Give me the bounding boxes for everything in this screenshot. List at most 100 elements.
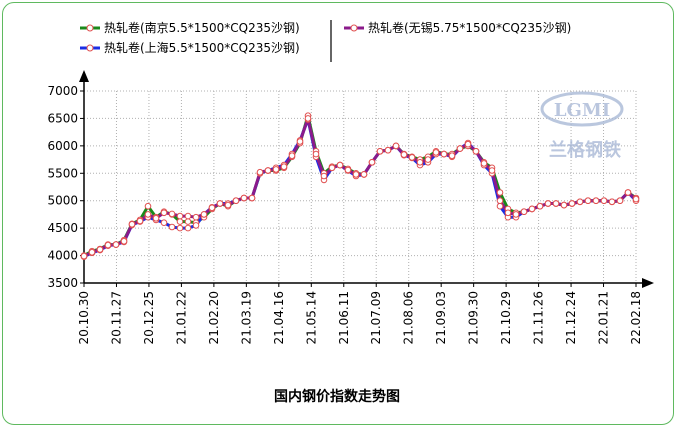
legend-marker-wuxi [350, 24, 358, 32]
data-point [584, 197, 592, 204]
data-point [464, 140, 472, 148]
data-point [568, 200, 576, 207]
x-tick-label: 21.09.03 [434, 291, 448, 344]
x-tick-label: 21.02.20 [207, 291, 221, 344]
data-point [352, 171, 360, 178]
data-point [88, 249, 96, 256]
data-point [392, 142, 400, 150]
legend-marker-nanjing [86, 24, 94, 32]
data-point [560, 201, 568, 209]
legend-label-shanghai: 热轧卷(上海5.5*1500*CQ235沙钢) [104, 40, 300, 55]
legend-item-nanjing: 热轧卷(南京5.5*1500*CQ235沙钢) [80, 20, 300, 35]
x-tick-label: 20.11.27 [109, 291, 123, 344]
data-point [440, 150, 448, 158]
data-point [360, 171, 368, 178]
data-point [200, 211, 208, 218]
y-tick-label: 7000 [47, 84, 78, 98]
data-point [272, 166, 280, 173]
x-tick-label: 21.12.24 [564, 291, 578, 344]
data-point [456, 145, 464, 152]
data-point [112, 241, 120, 248]
series-points-0 [80, 112, 640, 259]
data-point [296, 138, 304, 145]
data-point [448, 152, 456, 159]
data-point [504, 209, 512, 217]
data-point [576, 198, 584, 206]
data-point [496, 189, 504, 196]
data-point [312, 150, 320, 158]
data-point [488, 167, 496, 174]
y-tick-label: 4500 [47, 221, 78, 235]
data-point [184, 212, 192, 220]
legend-label-nanjing: 热轧卷(南京5.5*1500*CQ235沙钢) [104, 20, 300, 35]
data-point [264, 167, 272, 174]
data-point [544, 200, 552, 207]
data-point [80, 252, 88, 260]
series-line [83, 114, 637, 257]
watermark-logo: LGMI [554, 100, 610, 121]
series-2 [83, 116, 637, 258]
data-point [480, 160, 488, 167]
y-tick-label: 5000 [47, 194, 78, 208]
x-tick-label: 20.12.25 [142, 291, 156, 344]
legend-marker-shanghai [86, 44, 94, 52]
x-tick-label: 22.01.21 [597, 291, 611, 344]
x-tick-label: 20.10.30 [77, 291, 91, 344]
chart-frame [2, 2, 674, 425]
x-tick-label: 21.11.26 [532, 291, 546, 344]
series-points-1 [80, 116, 640, 261]
series-points-2 [80, 115, 640, 260]
y-tick-label: 6500 [47, 111, 78, 125]
data-point [376, 148, 384, 155]
data-point [208, 204, 216, 212]
legend-label-wuxi: 热轧卷(无锡5.75*1500*CQ235沙钢) [368, 20, 571, 35]
data-point [184, 224, 192, 232]
watermark-text: 兰格钢铁 [549, 139, 621, 161]
y-tick-label: 3500 [47, 276, 78, 290]
data-point [128, 221, 136, 228]
data-point [528, 205, 536, 213]
legend-item-shanghai: 热轧卷(上海5.5*1500*CQ235沙钢) [80, 40, 300, 55]
data-point [248, 194, 256, 202]
series-layer [80, 112, 640, 261]
legend-item-wuxi: 热轧卷(无锡5.75*1500*CQ235沙钢) [344, 20, 571, 35]
data-point [288, 152, 296, 159]
data-point [104, 241, 112, 249]
x-tick-label: 21.09.30 [467, 291, 481, 344]
series-line [83, 116, 637, 258]
axes [79, 70, 654, 288]
data-point [280, 163, 288, 170]
series-0 [83, 114, 637, 257]
x-axis-arrow [642, 278, 654, 288]
data-point [176, 218, 184, 225]
data-point [400, 151, 408, 158]
data-point [336, 161, 344, 169]
data-point [432, 149, 440, 156]
data-point [408, 154, 416, 161]
data-point [240, 194, 248, 202]
data-point [152, 215, 160, 222]
x-tick-label: 21.06.11 [337, 291, 351, 344]
data-point [328, 164, 336, 172]
data-point [304, 115, 312, 122]
data-point [416, 159, 424, 166]
x-tick-label: 21.10.29 [499, 291, 513, 344]
data-point [144, 202, 152, 210]
data-point [632, 195, 640, 203]
data-point [616, 197, 624, 204]
data-point [184, 218, 192, 225]
data-point [176, 212, 184, 220]
data-point [224, 201, 232, 209]
data-point [320, 172, 328, 180]
legend: 热轧卷(南京5.5*1500*CQ235沙钢) 热轧卷(上海5.5*1500*C… [80, 20, 571, 62]
x-tick-labels: 20.10.30 20.11.27 20.12.25 21.01.22 21.02.20… [77, 291, 643, 344]
x-tick-label: 21.01.22 [174, 291, 188, 344]
y-axis-arrow [79, 70, 89, 82]
x-tick-label: 22.02.18 [629, 291, 643, 344]
data-point [608, 198, 616, 206]
y-tick-label: 6000 [47, 139, 78, 153]
data-point [120, 238, 128, 245]
data-point [624, 189, 632, 196]
data-point [368, 159, 376, 166]
